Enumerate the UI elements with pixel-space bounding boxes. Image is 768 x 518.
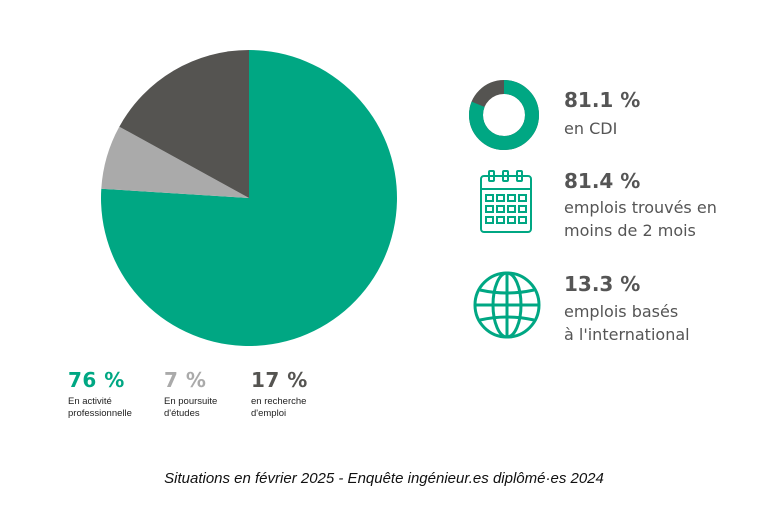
legend-label: en recherche d'emploi — [251, 396, 307, 419]
legend-label: En activité professionnelle — [68, 396, 132, 419]
stat-value: 81.4 % — [564, 169, 641, 193]
footer-caption: Situations en février 2025 - Enquête ing… — [164, 470, 604, 487]
pie-slice-activite — [101, 50, 398, 347]
donut-icon — [469, 80, 539, 150]
stat-label: emplois basés à l'international — [564, 302, 690, 344]
legend-label: En poursuite d'études — [164, 396, 218, 419]
pie-chart — [101, 50, 398, 347]
pie-slice-poursuite — [101, 126, 249, 198]
legend-item-recherche: 17 % en recherche d'emploi — [251, 368, 351, 420]
legend-pct: 17 % — [251, 368, 308, 392]
legend-item-activite: 76 % En activité professionnelle — [68, 368, 168, 420]
stat-label: en CDI — [564, 119, 618, 138]
legend-pct: 7 % — [164, 368, 207, 392]
stat-value: 13.3 % — [564, 272, 641, 296]
legend-item-poursuite: 7 % En poursuite d'études — [164, 368, 264, 420]
calendar-icon — [480, 170, 532, 233]
legend-pct: 76 % — [68, 368, 125, 392]
pie-slice-recherche — [119, 50, 249, 198]
stat-label: emplois trouvés en moins de 2 mois — [564, 198, 717, 240]
stat-value: 81.1 % — [564, 88, 641, 112]
globe-icon — [473, 271, 541, 339]
